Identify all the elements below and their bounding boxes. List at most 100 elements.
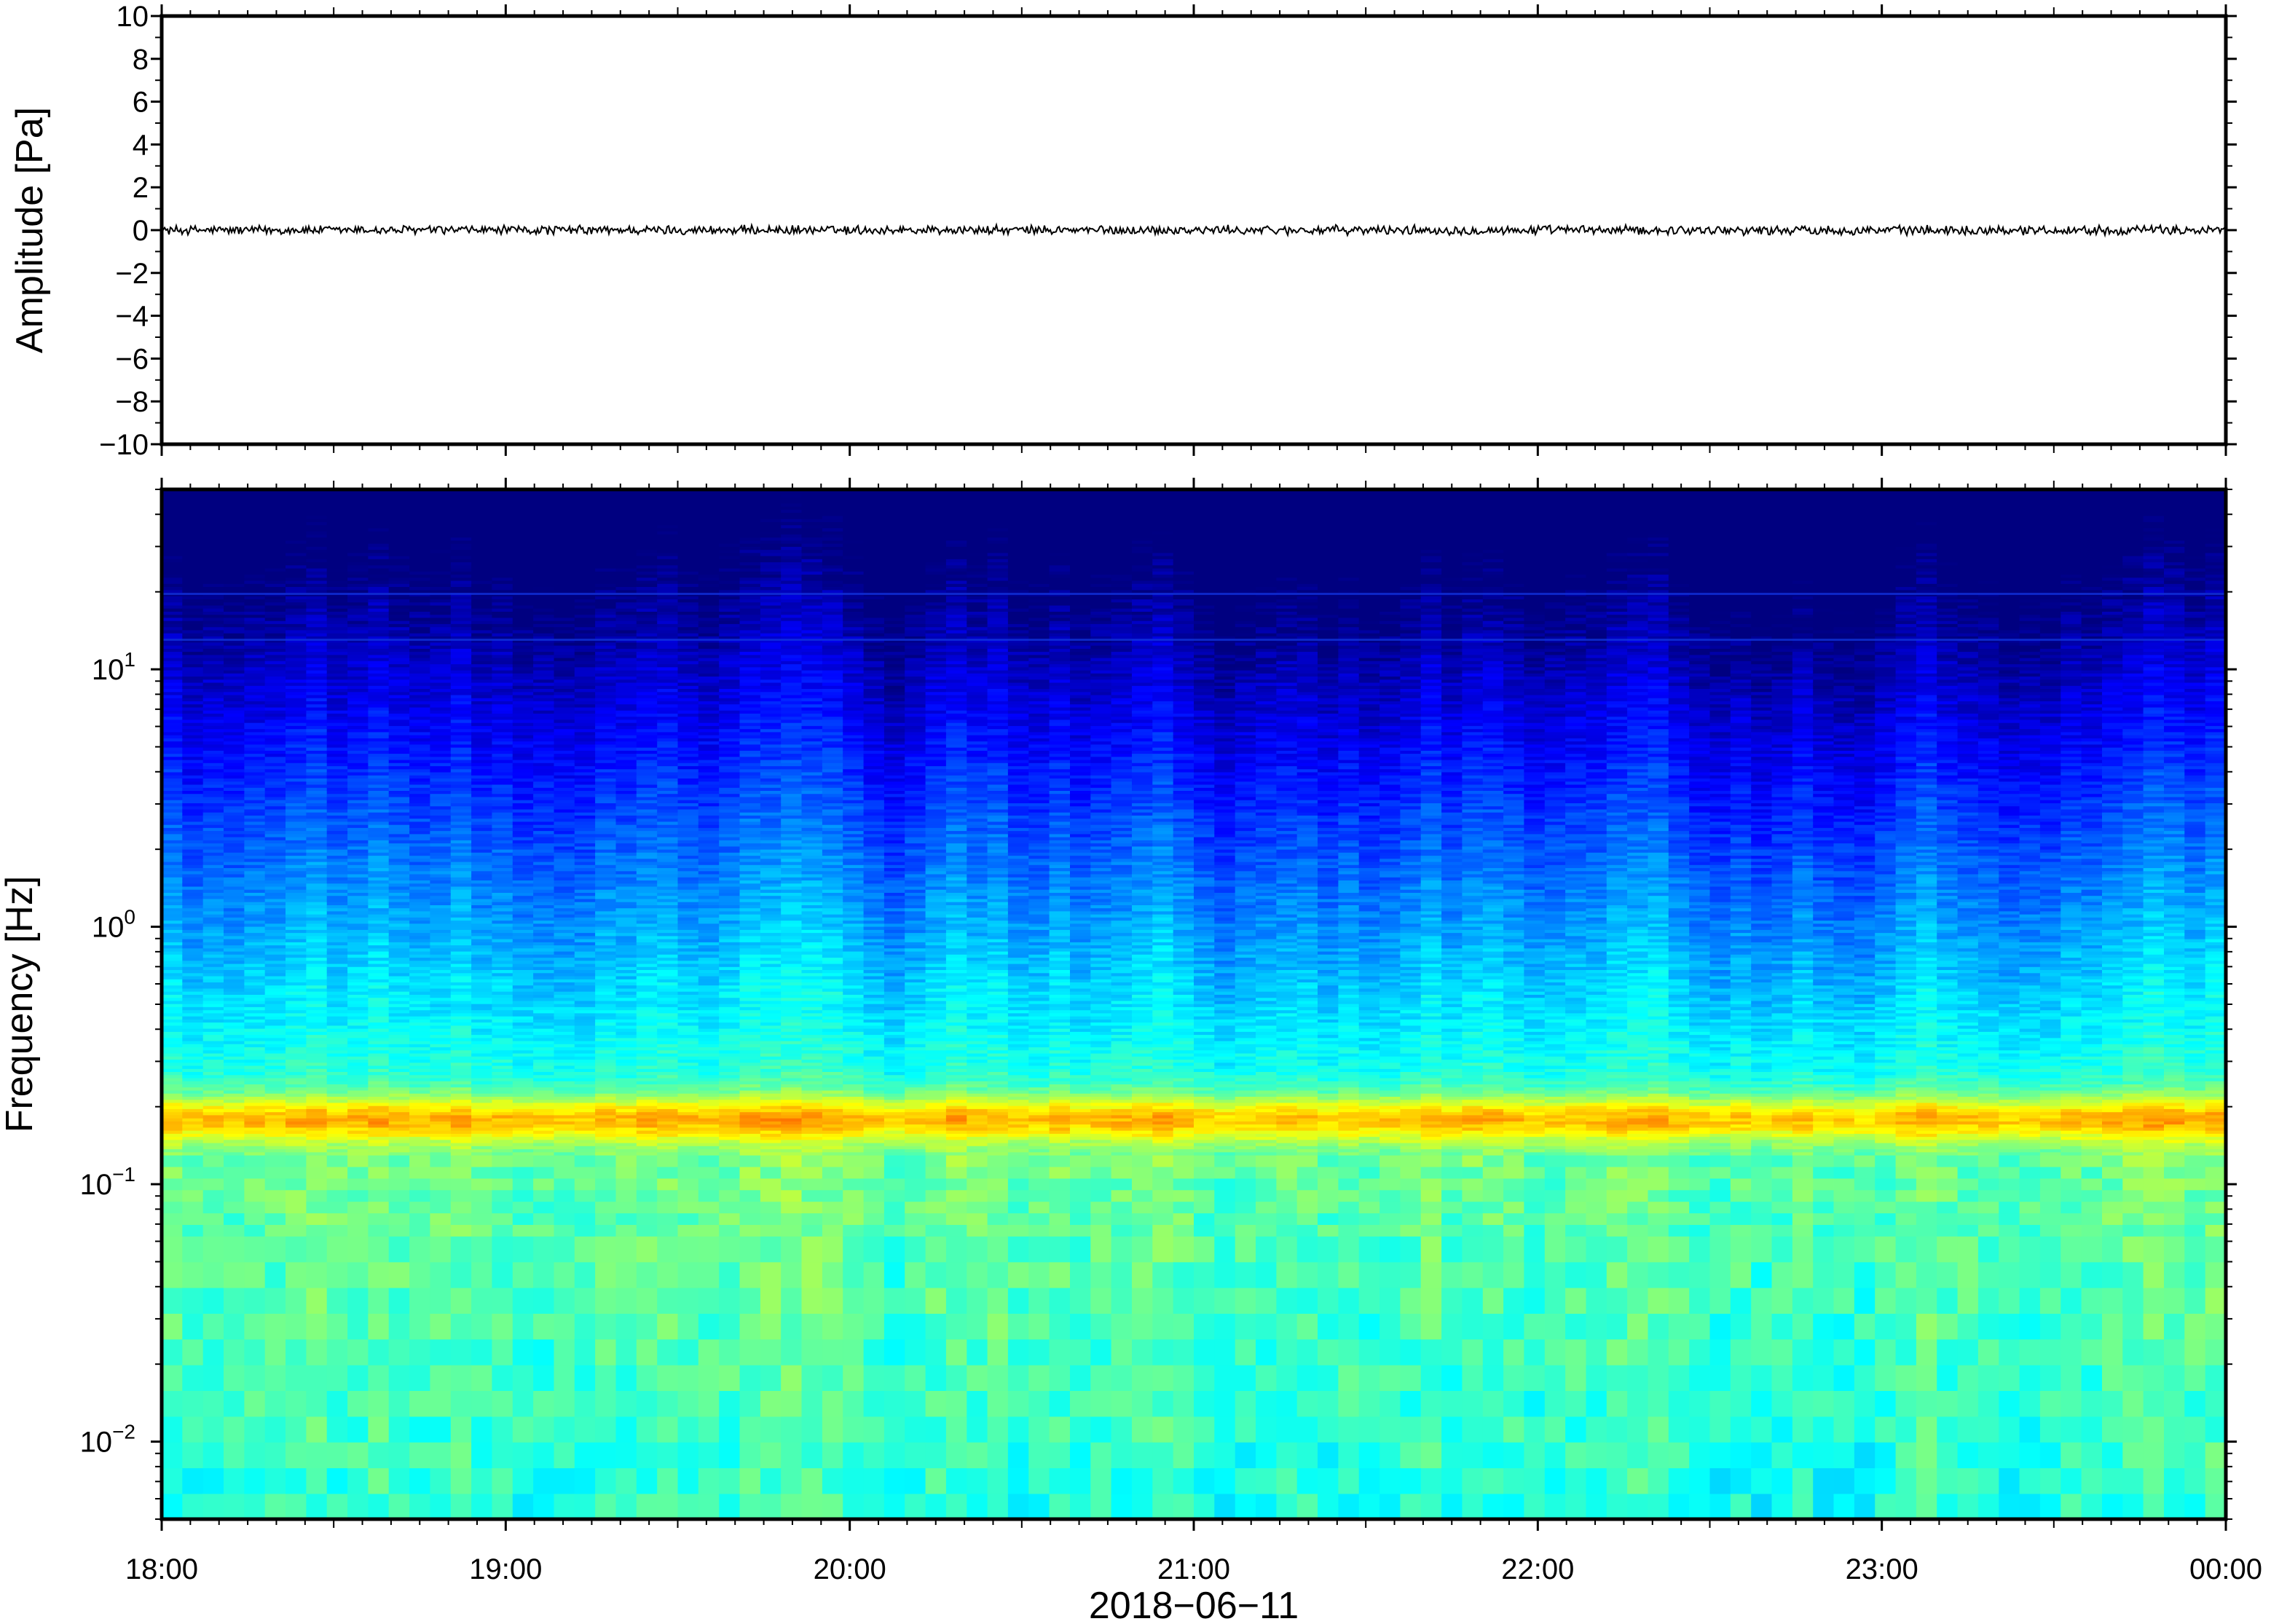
spectrogram-cell bbox=[409, 1288, 430, 1314]
spectrogram-cell bbox=[409, 645, 430, 649]
spectrogram-cell bbox=[224, 543, 245, 547]
spectrogram-cell bbox=[244, 1124, 265, 1127]
spectrogram-cell bbox=[368, 1178, 389, 1191]
spectrogram-cell bbox=[203, 1288, 224, 1314]
spectrogram-cell bbox=[224, 867, 245, 871]
spectrogram-cell bbox=[389, 852, 410, 856]
spectrogram-cell bbox=[244, 837, 265, 840]
spectrogram-cell bbox=[182, 735, 203, 738]
spectrogram-cell bbox=[286, 506, 307, 510]
spectrogram-cell bbox=[203, 1201, 224, 1213]
spectrogram-cell bbox=[471, 991, 492, 995]
spectrogram-cell bbox=[513, 580, 534, 584]
spectrogram-cell bbox=[224, 961, 245, 964]
spectrogram-cell bbox=[409, 1467, 430, 1494]
spectrogram-cell bbox=[306, 874, 327, 878]
spectrogram-cell bbox=[368, 821, 389, 825]
spectrogram-cell bbox=[162, 1140, 183, 1143]
spectrogram-cell bbox=[244, 676, 265, 679]
spectrogram-cell bbox=[575, 1494, 596, 1520]
spectrogram-cell bbox=[368, 1013, 389, 1017]
spectrogram-cell bbox=[265, 911, 286, 915]
spectrogram-cell bbox=[203, 1152, 224, 1156]
spectrogram-cell bbox=[409, 704, 430, 708]
spectrogram-cell bbox=[409, 1236, 430, 1262]
spectrogram-cell bbox=[182, 772, 203, 776]
spectrogram-cell bbox=[244, 1146, 265, 1149]
spectrogram-cell bbox=[327, 713, 348, 717]
spectrogram-cell bbox=[492, 1006, 513, 1010]
spectrogram-cell bbox=[286, 513, 307, 516]
spectrogram-cell bbox=[327, 889, 348, 893]
spectrogram-cell bbox=[368, 623, 389, 627]
spectrogram-cell bbox=[389, 911, 410, 915]
spectrogram-cell bbox=[244, 580, 265, 584]
spectrogram-cell bbox=[306, 1155, 327, 1167]
spectrogram-cell bbox=[533, 580, 554, 584]
spectrogram-cell bbox=[389, 735, 410, 738]
spectrogram-cell bbox=[265, 497, 286, 500]
spectrogram-cell bbox=[575, 1013, 596, 1017]
spectrogram-cell bbox=[513, 1236, 534, 1262]
spectrogram-cell bbox=[409, 1115, 430, 1119]
spectrogram-cell bbox=[430, 747, 451, 751]
spectrogram-cell bbox=[451, 1416, 472, 1443]
spectrogram-cell bbox=[492, 1103, 513, 1106]
spectrogram-cell bbox=[533, 506, 554, 510]
spectrogram-cell bbox=[203, 720, 224, 723]
spectrogram-cell bbox=[471, 917, 492, 921]
spectrogram-cell bbox=[306, 843, 327, 846]
spectrogram-cell bbox=[513, 1262, 534, 1288]
spectrogram-cell bbox=[203, 1213, 224, 1225]
spectrogram-cell bbox=[471, 1022, 492, 1025]
spectrogram-cell bbox=[451, 735, 472, 738]
spectrogram-cell bbox=[347, 586, 369, 590]
spectrogram-cell bbox=[513, 1130, 534, 1134]
spectrogram-cell bbox=[286, 939, 307, 942]
spectrogram-cell bbox=[265, 1130, 286, 1134]
spectrogram-cell bbox=[265, 506, 286, 510]
spectrogram-cell bbox=[368, 778, 389, 781]
spectrogram-cell bbox=[162, 830, 183, 834]
spectrogram-cell bbox=[224, 1442, 245, 1468]
spectrogram-cell bbox=[162, 985, 183, 989]
spectrogram-cell bbox=[409, 1140, 430, 1143]
spectrogram-cell bbox=[306, 676, 327, 679]
spectrogram-cell bbox=[492, 762, 513, 766]
spectrogram-cell bbox=[471, 837, 492, 840]
spectrogram-cell bbox=[162, 698, 183, 701]
spectrogram-cell bbox=[575, 1044, 596, 1047]
spectrogram-cell bbox=[182, 762, 203, 766]
spectrogram-cell bbox=[224, 1081, 245, 1084]
spectrogram-cell bbox=[368, 565, 389, 569]
spectrogram-cell bbox=[244, 645, 265, 649]
spectrogram-cell bbox=[368, 630, 389, 634]
spectrogram-cell bbox=[533, 1034, 554, 1038]
spectrogram-cell bbox=[265, 1167, 286, 1179]
spectrogram-cell bbox=[327, 1028, 348, 1032]
spectrogram-cell bbox=[575, 821, 596, 825]
spectrogram-cell bbox=[244, 917, 265, 921]
spectrogram-cell bbox=[327, 1442, 348, 1468]
spectrogram-cell bbox=[554, 1124, 575, 1127]
spectrogram-cell bbox=[554, 1152, 575, 1156]
spectrogram-cell bbox=[451, 1115, 472, 1119]
spectrogram-cell bbox=[327, 843, 348, 846]
spectrogram-cell bbox=[451, 1087, 472, 1091]
spectrogram-cell bbox=[389, 698, 410, 701]
spectrogram-cell bbox=[162, 1044, 183, 1047]
spectrogram-cell bbox=[533, 1155, 554, 1167]
spectrogram-cell bbox=[492, 651, 513, 655]
spectrogram-cell bbox=[389, 757, 410, 760]
spectrogram-cell bbox=[286, 874, 307, 878]
spectrogram-cell bbox=[286, 917, 307, 921]
spectrogram-cell bbox=[575, 534, 596, 537]
spectrogram-cell bbox=[451, 794, 472, 797]
spectrogram-cell bbox=[492, 874, 513, 878]
spectrogram-cell bbox=[244, 1044, 265, 1047]
spectrogram-cell bbox=[162, 867, 183, 871]
spectrogram-cell bbox=[492, 528, 513, 532]
spectrogram-cell bbox=[513, 772, 534, 776]
spectrogram-cell bbox=[327, 618, 348, 621]
spectrogram-cell bbox=[224, 762, 245, 766]
